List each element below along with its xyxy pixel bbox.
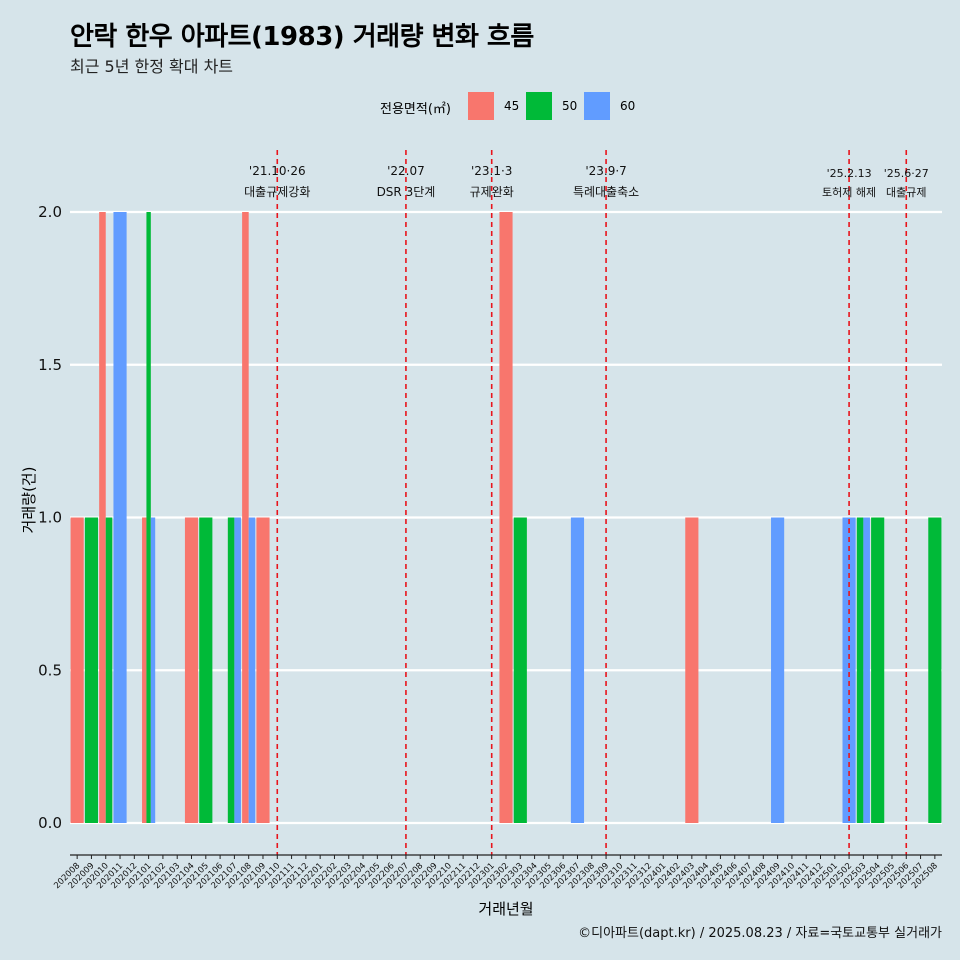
bar-202010-45 bbox=[99, 212, 106, 823]
legend-key-60 bbox=[584, 92, 610, 120]
legend-label-60: 60 bbox=[620, 99, 636, 113]
event-name-label: 특례대출축소 bbox=[573, 185, 639, 199]
bar-202403-45 bbox=[685, 517, 699, 823]
bar-202303-50 bbox=[513, 517, 527, 823]
event-date-label: '23.9·7 bbox=[585, 164, 626, 178]
chart-title: 안락 한우 아파트(1983) 거래량 변화 흐름 bbox=[70, 22, 534, 52]
bar-202109-45 bbox=[256, 517, 270, 823]
axes: 0.00.51.01.52.02020082020092020102020112… bbox=[38, 203, 942, 891]
y-tick-label: 0.0 bbox=[38, 814, 62, 832]
y-tick-label: 2.0 bbox=[38, 203, 62, 221]
bars bbox=[70, 212, 942, 823]
bar-202101-45 bbox=[142, 517, 147, 823]
bar-202409-60 bbox=[771, 517, 785, 823]
event-date-label: '21.10·26 bbox=[249, 164, 306, 178]
event-lines: '21.10·26 대출규제강화 '22.07 DSR 3단계 '23.1·3 규제완화 '… bbox=[244, 150, 929, 855]
bar-202307-60 bbox=[570, 517, 585, 823]
bar-202503-50 bbox=[856, 517, 864, 823]
bar-202503-60 bbox=[863, 517, 870, 823]
legend-title: 전용면적(㎡) bbox=[380, 102, 451, 117]
legend-label-50: 50 bbox=[562, 99, 578, 113]
y-tick-label: 1.5 bbox=[38, 356, 62, 374]
bar-202009-50 bbox=[84, 517, 99, 823]
event-name-label: 규제완화 bbox=[470, 185, 514, 199]
y-tick-label: 1.0 bbox=[38, 509, 62, 527]
bar-202105-50 bbox=[199, 517, 213, 823]
bar-202108-45 bbox=[242, 212, 249, 823]
x-axis-label: 거래년월 bbox=[478, 900, 533, 918]
legend-label-45: 45 bbox=[504, 99, 520, 113]
bar-202107-60 bbox=[234, 517, 241, 823]
event-name-label: 대출규제 bbox=[886, 186, 926, 199]
event-date-label: '22.07 bbox=[387, 164, 425, 178]
bar-202101-50 bbox=[146, 212, 151, 823]
legend-key-45 bbox=[468, 92, 494, 120]
event-name-label: DSR 3단계 bbox=[377, 185, 436, 199]
y-tick-label: 0.5 bbox=[38, 661, 62, 679]
event-date-label: '25.6·27 bbox=[884, 167, 929, 180]
event-name-label: 대출규제강화 bbox=[244, 185, 310, 199]
legend: 전용면적(㎡) 45 50 60 bbox=[0, 92, 960, 122]
bar-202011-60 bbox=[113, 212, 127, 823]
chart-subtitle: 최근 5년 한정 확대 차트 bbox=[70, 57, 234, 76]
bar-202108-60 bbox=[248, 517, 256, 823]
event-date-label: '25.2.13 bbox=[827, 167, 872, 180]
bar-202101-60 bbox=[150, 517, 156, 823]
bar-202502-60 bbox=[842, 517, 856, 823]
bar-202008-45 bbox=[70, 517, 84, 823]
bar-202508-50 bbox=[928, 517, 942, 823]
bar-202302-45 bbox=[499, 212, 513, 823]
bar-202010-50 bbox=[105, 517, 113, 823]
y-axis-label: 거래량(건) bbox=[20, 467, 38, 534]
bar-202104-45 bbox=[184, 517, 199, 823]
legend-key-50 bbox=[526, 92, 552, 120]
bar-202504-50 bbox=[871, 517, 885, 823]
source-caption: ©디아파트(dapt.kr) / 2025.08.23 / 자료=국토교통부 실… bbox=[578, 926, 942, 941]
event-name-label: 토허제 해제 bbox=[822, 185, 876, 199]
event-date-label: '23.1·3 bbox=[471, 164, 512, 178]
bar-202107-50 bbox=[227, 517, 235, 823]
